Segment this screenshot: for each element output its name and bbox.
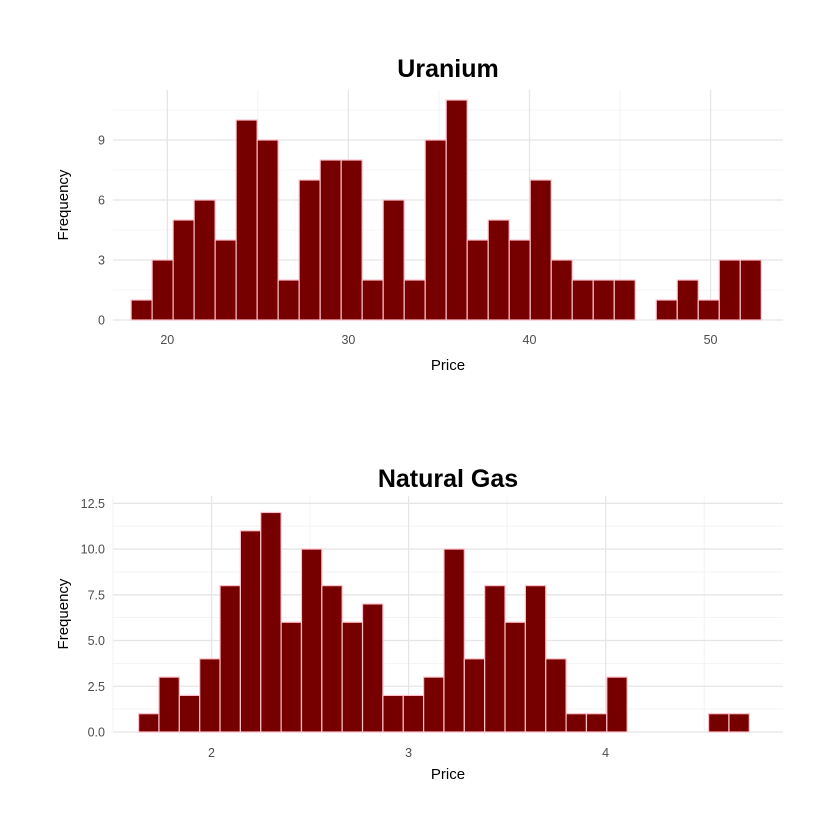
histogram-bar [484,585,506,733]
y-tick-label: 0 [98,314,105,328]
x-tick-label: 3 [405,746,412,760]
histogram-bar [550,259,573,321]
histogram-bar [382,694,404,733]
histogram-bar [423,676,445,733]
histogram-bar [193,199,216,321]
x-tick-label: 30 [341,333,355,347]
y-axis-label: Frequency [55,169,72,240]
histogram-bar [585,713,608,733]
histogram-bar [219,585,241,733]
histogram-bar [361,603,384,733]
chart-title: Uranium [397,55,498,83]
histogram-bar [466,239,489,321]
histogram-bar [239,530,262,733]
histogram-bar [277,279,300,321]
histogram-bar [402,694,425,733]
histogram-bar [178,694,201,733]
histogram-bar [256,139,279,321]
histogram-bar [655,299,678,321]
chart-panel-1: 2 3 4 0.0 2.5 5.0 7.5 10.0 12.5 Natural Gas Price F… [55,465,783,783]
histogram-bar [606,676,628,733]
histogram-bar [280,621,303,733]
y-tick-label: 0.0 [88,726,105,740]
histogram-bar [424,139,447,321]
histogram-bar [739,259,762,321]
histogram-bar [508,239,531,321]
histogram-bar [361,279,384,321]
histogram-bar [524,585,547,733]
histogram-bar [319,159,342,321]
histogram-bar [592,279,615,321]
x-tick-label: 50 [704,333,718,347]
histogram-bar [341,621,364,733]
histogram-bar [130,299,153,321]
histogram-bar [382,199,405,321]
histogram-bar [728,713,750,733]
histogram-bar [151,259,174,321]
y-tick-label: 7.5 [88,588,105,602]
histogram-bar [445,99,468,321]
histogram-bar [199,658,221,733]
histogram-bar [545,658,567,733]
histogram-bar [260,511,282,733]
x-axis-label: Price [431,357,465,374]
histogram-bar [504,621,526,733]
x-tick-label: 20 [160,333,174,347]
histogram-bar [718,259,741,321]
histogram-bar [571,279,594,321]
histogram-bar [158,676,180,733]
histogram-bar [697,299,720,321]
histogram-bar [707,713,730,733]
x-tick-label: 4 [602,746,609,760]
histogram-bar [403,279,426,321]
x-axis-label: Price [431,766,465,783]
chart-panel-0: 20 30 40 50 0 3 6 9 Uranium Price Frequency [55,55,783,374]
histogram-bar [138,713,160,733]
histogram-bar [463,658,486,733]
histogram-bar [214,239,237,321]
histogram-bar [300,548,323,733]
y-tick-label: 3 [98,254,105,268]
y-tick-label: 10.0 [81,543,105,557]
histogram-bar [529,179,552,321]
histogram-bar [676,279,699,321]
chart-title: Natural Gas [378,465,518,493]
y-axis-label: Frequency [55,578,72,649]
histogram-bar [340,159,363,321]
x-tick-label: 40 [523,333,537,347]
histogram-bar [443,548,465,733]
y-tick-label: 9 [98,134,105,148]
histogram-bar [235,119,258,321]
x-tick-label: 2 [208,746,215,760]
y-tick-label: 6 [98,194,105,208]
histogram-bar [321,585,343,733]
histogram-bar [298,179,321,321]
histogram-bar [565,713,588,733]
histogram-bar [487,219,510,321]
y-tick-label: 12.5 [81,497,105,511]
histogram-bar [613,279,636,321]
histogram-bar [172,219,195,321]
y-tick-label: 5.0 [88,634,105,648]
y-tick-label: 2.5 [88,680,105,694]
